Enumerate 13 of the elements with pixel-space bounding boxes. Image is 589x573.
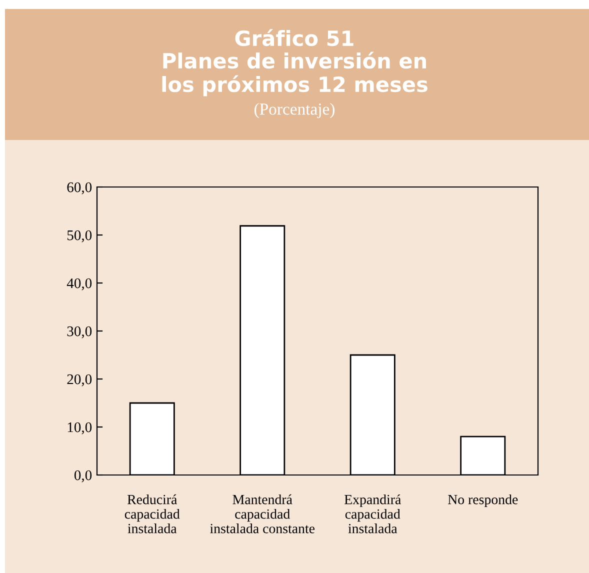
- x-tick-label: No responde: [448, 494, 518, 508]
- y-tick-label: 0,0: [74, 470, 92, 482]
- y-tick-label: 20,0: [67, 374, 92, 386]
- x-tick-label: Expandirá capacidad instalada: [344, 494, 401, 534]
- x-tick-label: Mantendrá capacidad instalada constante: [210, 494, 315, 534]
- chart-subtitle: (Porcentaje): [254, 103, 334, 118]
- y-tick-label: 50,0: [67, 230, 92, 242]
- y-tick-label: 10,0: [68, 422, 92, 434]
- y-tick-label: 60,0: [67, 182, 92, 194]
- x-tick-label: Reducirá capacidad instalada: [124, 494, 180, 534]
- y-tick-label: 30,0: [67, 326, 92, 338]
- y-tick-label: 40,0: [66, 278, 92, 290]
- chart-title: Gráfico 51 Planes de inversión en los próximos 12 meses: [162, 29, 428, 96]
